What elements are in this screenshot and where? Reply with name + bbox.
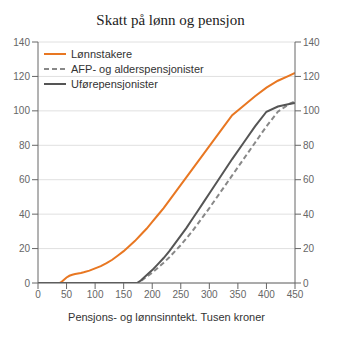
svg-text:60: 60 xyxy=(19,174,31,185)
svg-text:100: 100 xyxy=(303,105,320,116)
svg-text:20: 20 xyxy=(303,243,315,254)
svg-text:0: 0 xyxy=(24,278,30,289)
svg-text:250: 250 xyxy=(172,289,189,300)
html-text:Uførepensjonister: Uførepensjonister xyxy=(71,77,158,90)
svg-text:0: 0 xyxy=(35,289,41,300)
svg-text:300: 300 xyxy=(201,289,218,300)
svg-text:0: 0 xyxy=(303,278,309,289)
html-text:Lønnstakere: Lønnstakere xyxy=(71,47,133,60)
svg-text:350: 350 xyxy=(230,289,247,300)
svg-text:150: 150 xyxy=(115,289,132,300)
html-text:AFP- og alderspensjonister: AFP- og alderspensjonister xyxy=(71,62,204,75)
svg-text:40: 40 xyxy=(19,209,31,220)
svg-text:100: 100 xyxy=(13,105,30,116)
svg-text:100: 100 xyxy=(87,289,104,300)
svg-text:20: 20 xyxy=(19,243,31,254)
svg-text:120: 120 xyxy=(303,71,320,82)
svg-text:80: 80 xyxy=(19,140,31,151)
svg-text:40: 40 xyxy=(303,209,315,220)
svg-text:200: 200 xyxy=(144,289,161,300)
svg-text:140: 140 xyxy=(303,37,320,48)
svg-text:50: 50 xyxy=(61,289,73,300)
svg-text:450: 450 xyxy=(287,289,304,300)
svg-text:60: 60 xyxy=(303,174,315,185)
html-text:Skatt på lønn og pensjon: Skatt på lønn og pensjon xyxy=(96,12,245,28)
svg-text:80: 80 xyxy=(303,140,315,151)
svg-text:Pensjons- og lønnsinntekt. Tus: Pensjons- og lønnsinntekt. Tusen kroner xyxy=(68,311,265,323)
svg-text:400: 400 xyxy=(258,289,275,300)
svg-text:120: 120 xyxy=(13,71,30,82)
svg-text:140: 140 xyxy=(13,37,30,48)
